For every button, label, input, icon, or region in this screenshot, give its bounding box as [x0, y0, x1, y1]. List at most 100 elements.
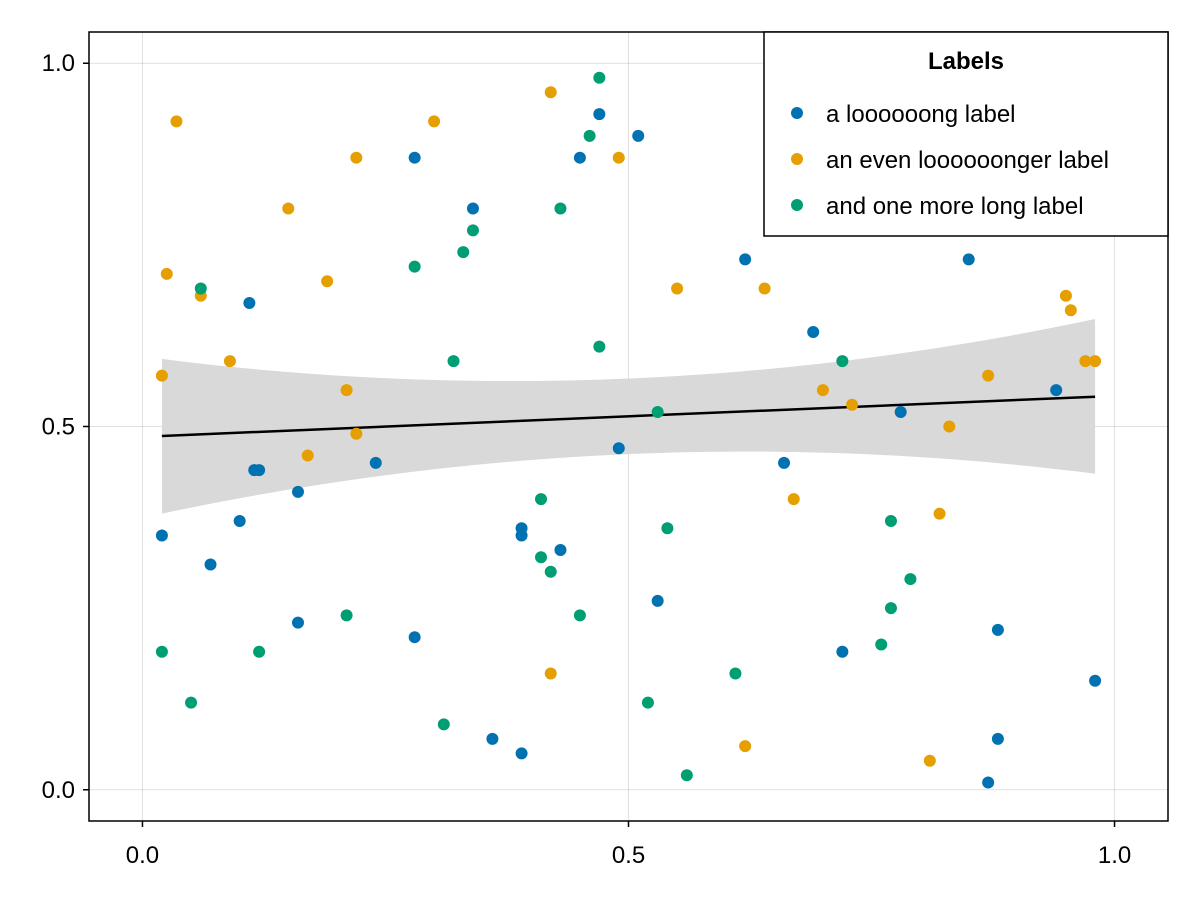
- scatter-point: [554, 544, 567, 557]
- scatter-point: [535, 551, 548, 564]
- legend-label: a loooooong label: [826, 101, 1016, 128]
- scatter-point: [894, 405, 907, 418]
- scatter-point: [739, 740, 752, 753]
- scatter-point: [1089, 355, 1102, 368]
- scatter-point: [651, 405, 664, 418]
- scatter-point: [593, 71, 606, 84]
- scatter-point: [457, 246, 470, 259]
- scatter-point: [846, 398, 859, 411]
- scatter-point: [253, 464, 266, 477]
- y-tick-label: 0.0: [42, 777, 75, 804]
- scatter-point: [593, 340, 606, 353]
- scatter-point: [291, 616, 304, 629]
- scatter-point: [1050, 384, 1063, 397]
- scatter-point: [408, 260, 421, 273]
- scatter-point: [340, 384, 353, 397]
- legend-label: an even loooooonger label: [826, 147, 1109, 174]
- scatter-point: [573, 609, 586, 622]
- scatter-point: [1064, 304, 1077, 317]
- x-tick-label: 0.5: [612, 842, 645, 869]
- legend-marker: [791, 199, 803, 211]
- scatter-point: [807, 326, 820, 339]
- scatter-point: [671, 282, 684, 295]
- legend-title: Labels: [928, 48, 1004, 75]
- scatter-point: [447, 355, 460, 368]
- scatter-point: [573, 151, 586, 164]
- scatter-point: [535, 493, 548, 506]
- scatter-point: [253, 645, 266, 658]
- scatter-point: [515, 747, 528, 760]
- scatter-point: [612, 151, 625, 164]
- scatter-point: [729, 667, 742, 680]
- scatter-point: [583, 129, 596, 142]
- scatter-point: [758, 282, 771, 295]
- scatter-point: [544, 565, 557, 578]
- fit-line: [161, 395, 1096, 438]
- scatter-point: [466, 224, 479, 237]
- scatter-point: [593, 108, 606, 121]
- legend-label: and one more long label: [826, 193, 1084, 220]
- scatter-point: [991, 732, 1004, 745]
- scatter-point: [155, 645, 168, 658]
- x-tick-label: 0.0: [126, 842, 159, 869]
- scatter-point: [155, 529, 168, 542]
- scatter-point: [408, 631, 421, 644]
- series-1: [155, 86, 1102, 767]
- scatter-point: [904, 573, 917, 586]
- scatter-point: [428, 115, 441, 128]
- scatter-point: [923, 754, 936, 767]
- scatter-point: [350, 151, 363, 164]
- scatter-point: [194, 282, 207, 295]
- scatter-point: [884, 602, 897, 615]
- scatter-point: [982, 369, 995, 382]
- legend-marker: [791, 107, 803, 119]
- scatter-point: [982, 776, 995, 789]
- scatter-point: [515, 529, 528, 542]
- scatter-point: [170, 115, 183, 128]
- scatter-point: [223, 355, 236, 368]
- legend-marker: [791, 153, 803, 165]
- y-tick-label: 1.0: [42, 50, 75, 77]
- scatter-point: [321, 275, 334, 288]
- scatter-point: [466, 202, 479, 215]
- scatter-point: [884, 514, 897, 527]
- scatter-point: [1089, 674, 1102, 687]
- scatter-point: [739, 253, 752, 266]
- scatter-point: [155, 369, 168, 382]
- scatter-point: [778, 456, 791, 469]
- scatter-point: [243, 296, 256, 309]
- data-points: [155, 71, 1102, 789]
- scatter-point: [933, 507, 946, 520]
- scatter-point: [1079, 355, 1092, 368]
- scatter-point: [369, 456, 382, 469]
- y-tick-label: 0.5: [42, 414, 75, 441]
- scatter-point: [875, 638, 888, 651]
- scatter-point: [340, 609, 353, 622]
- scatter-point: [680, 769, 693, 782]
- axis-ticks: 0.0 0.5 1.0 0.0 0.5 1.0: [42, 50, 1132, 869]
- scatter-point: [486, 732, 499, 745]
- scatter-point: [651, 594, 664, 607]
- legend: Labels a loooooong label an even loooooong…: [763, 31, 1169, 237]
- scatter-point: [408, 151, 421, 164]
- scatter-point: [350, 427, 363, 440]
- scatter-point: [544, 86, 557, 99]
- fit-line-group: [161, 395, 1096, 438]
- scatter-point: [204, 558, 217, 571]
- scatter-point: [554, 202, 567, 215]
- scatter-point: [962, 253, 975, 266]
- legend-box: [763, 31, 1169, 237]
- scatter-point: [185, 696, 198, 709]
- scatter-point: [1059, 289, 1072, 302]
- scatter-point: [816, 384, 829, 397]
- scatter-point: [612, 442, 625, 455]
- scatter-point: [233, 514, 246, 527]
- scatter-point: [991, 623, 1004, 636]
- scatter-point: [943, 420, 956, 433]
- scatter-point: [632, 129, 645, 142]
- scatter-point: [282, 202, 295, 215]
- scatter-point: [641, 696, 654, 709]
- scatter-point: [836, 355, 849, 368]
